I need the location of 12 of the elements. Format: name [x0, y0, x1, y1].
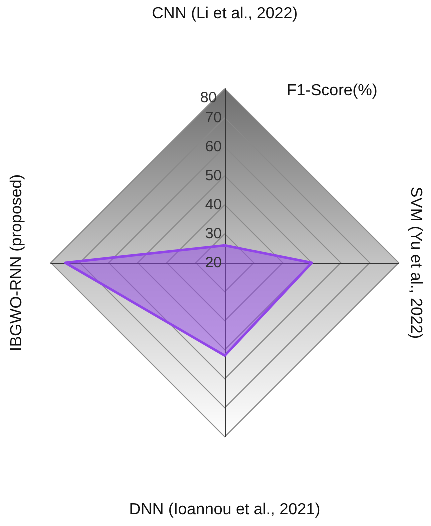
y-tick-label: 40 — [205, 196, 222, 214]
y-tick-label: 20 — [205, 254, 222, 272]
y-tick-label: 60 — [205, 138, 222, 156]
y-tick-label: 50 — [205, 168, 222, 184]
spoke-label: CNN (Li et al., 2022) — [152, 6, 298, 22]
text: F1-Score(%) — [287, 82, 378, 100]
y-tick-label: 30 — [205, 226, 222, 242]
spoke-label: SVM (Yu et al., 2022) — [408, 186, 424, 340]
y-tick-label: 70 — [205, 110, 222, 126]
spoke-label: IBGWO-RNN (proposed) — [8, 174, 26, 352]
spoke-label: DNN (Ioannou et al., 2021) — [129, 502, 321, 518]
y-tick-label: 80 — [200, 90, 217, 106]
